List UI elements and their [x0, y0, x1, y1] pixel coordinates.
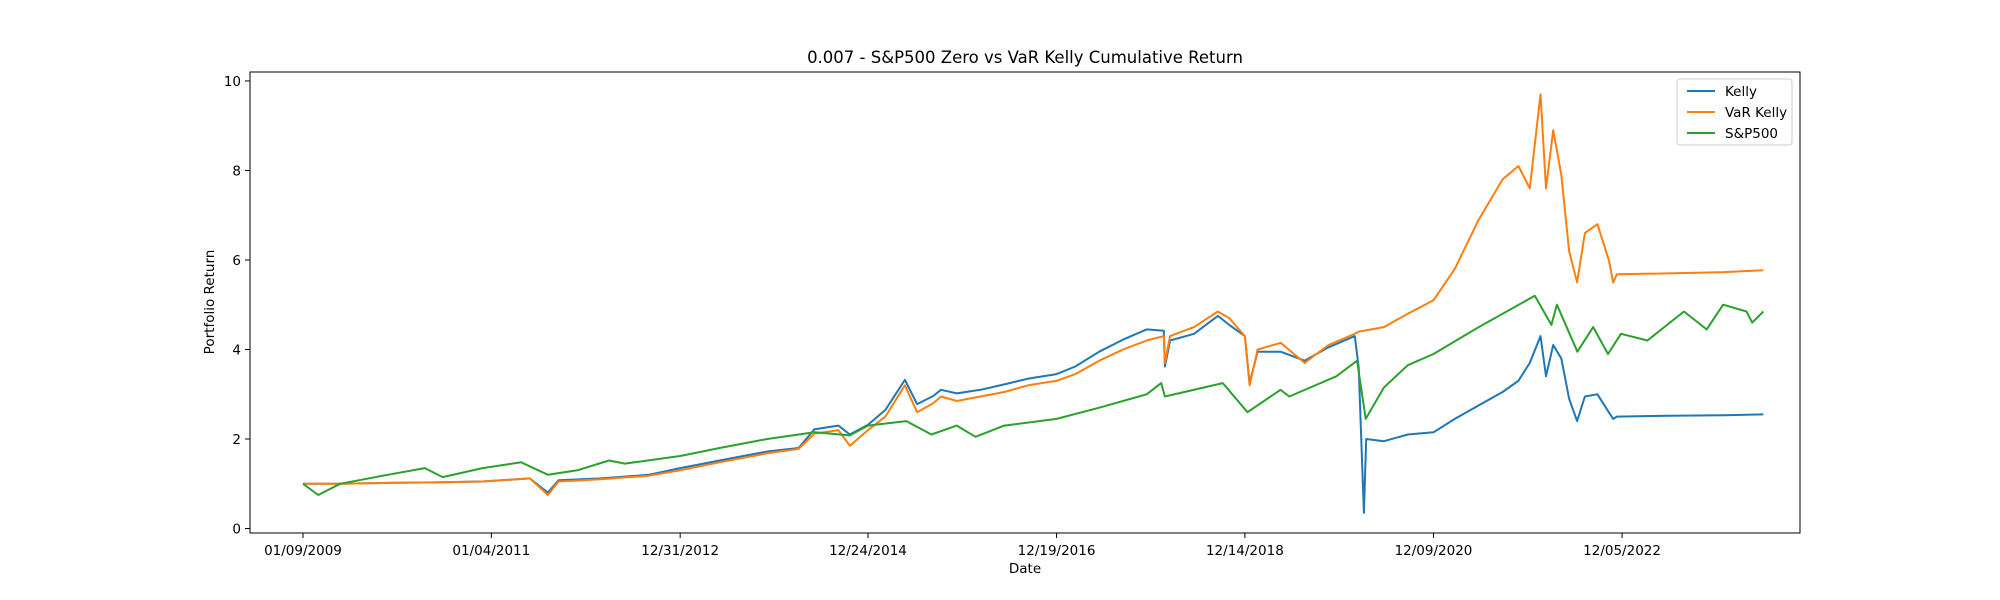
y-axis: 0 2 4 6 8 10	[224, 74, 250, 538]
plot-area	[302, 93, 1765, 514]
y-tick-label: 8	[232, 163, 241, 179]
x-tick-label: 12/14/2018	[1206, 543, 1284, 559]
x-tick-label: 12/24/2014	[829, 543, 907, 559]
x-axis: 01/09/2009 01/04/2011 12/31/2012 12/24/2014…	[264, 533, 1661, 559]
y-axis-label: Portfolio Return	[202, 250, 218, 355]
legend-label: S&P500	[1725, 126, 1778, 142]
legend-label: Kelly	[1725, 84, 1757, 100]
legend-box	[1676, 78, 1793, 146]
y-tick-label: 4	[232, 342, 241, 358]
legend: Kelly VaR Kelly S&P500	[1676, 78, 1793, 146]
x-tick-label: 12/05/2022	[1583, 543, 1661, 559]
series-layer	[302, 93, 1765, 514]
x-tick-label: 12/09/2020	[1395, 543, 1473, 559]
y-tick-label: 6	[232, 253, 241, 269]
x-tick-label: 12/31/2012	[641, 543, 719, 559]
x-tick-label: 01/04/2011	[452, 543, 530, 559]
x-tick-label: 01/09/2009	[264, 543, 342, 559]
chart-title: 0.007 - S&P500 Zero vs VaR Kelly Cumulat…	[807, 48, 1243, 67]
series-line-s-p500	[302, 294, 1765, 496]
y-tick-label: 10	[224, 74, 241, 90]
series-line-kelly	[303, 314, 1764, 514]
y-tick-label: 0	[232, 522, 241, 538]
series-line-var-kelly	[303, 93, 1764, 496]
plot-frame	[249, 71, 1801, 534]
x-tick-label: 12/19/2016	[1018, 543, 1096, 559]
legend-label: VaR Kelly	[1725, 105, 1787, 121]
x-axis-label: Date	[1009, 561, 1041, 577]
y-tick-label: 2	[232, 432, 241, 448]
